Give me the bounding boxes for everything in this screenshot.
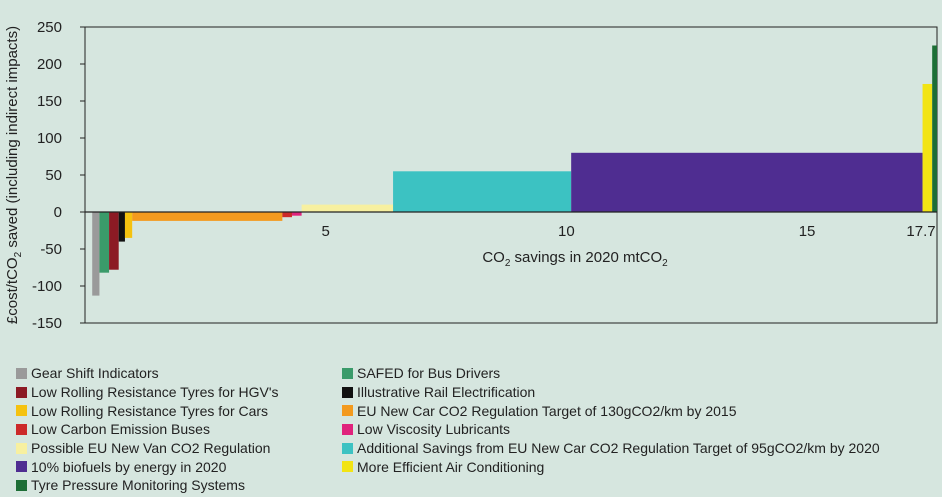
legend-label: Tyre Pressure Monitoring Systems: [31, 477, 245, 494]
legend-swatch: [342, 423, 353, 435]
x-axis-title: CO2 savings in 2020 mtCO2: [482, 249, 668, 269]
legend-label: Additional Savings from EU New Car CO2 R…: [357, 440, 880, 457]
legend-item: EU New Car CO2 Regulation Target of 130g…: [342, 401, 880, 420]
legend-label: Illustrative Rail Electrification: [357, 384, 536, 401]
y-tick-label: -150: [32, 315, 62, 332]
bar-6: [282, 212, 292, 218]
bar-2: [109, 212, 119, 270]
y-tick-label: 0: [54, 204, 62, 221]
y-tick-label: 100: [37, 130, 62, 147]
chart-legend: Gear Shift Indicators Low Rolling Resista…: [16, 364, 942, 497]
legend-swatch: [342, 442, 353, 454]
legend-item: Low Carbon Emission Buses: [16, 420, 279, 439]
legend-item: Low Rolling Resistance Tyres for HGV's: [16, 383, 279, 402]
legend-item: More Efficient Air Conditioning: [342, 457, 880, 476]
y-tick-label: 250: [37, 19, 62, 36]
bar-1: [99, 212, 110, 273]
bar-9: [393, 171, 572, 212]
legend-column-left: Gear Shift Indicators Low Rolling Resista…: [16, 364, 279, 495]
legend-label: Low Carbon Emission Buses: [31, 421, 210, 438]
x-tick-label: 10: [558, 223, 575, 240]
legend-swatch: [16, 367, 27, 379]
y-tick-label: -50: [40, 241, 62, 258]
bar-0: [92, 212, 100, 296]
legend-item: Tyre Pressure Monitoring Systems: [16, 476, 279, 495]
legend-label: 10% biofuels by energy in 2020: [31, 458, 227, 475]
legend-item: 10% biofuels by energy in 2020: [16, 457, 279, 476]
legend-label: Low Rolling Resistance Tyres for HGV's: [31, 384, 279, 401]
chart-svg: 250 200 150 100 50 0 -50 -100 -150 5 10 15 17.7 CO2…: [4, 19, 938, 332]
legend-item: Possible EU New Van CO2 Regulation: [16, 439, 279, 458]
y-tick-label: 200: [37, 56, 62, 73]
legend-swatch: [342, 367, 353, 379]
legend-swatch: [16, 405, 27, 417]
y-axis-title: £cost/tCO2 saved (including indirect imp…: [4, 26, 24, 324]
legend-item: Illustrative Rail Electrification: [342, 383, 880, 402]
legend-swatch: [16, 461, 27, 473]
bar-3: [118, 212, 125, 242]
plot-area: [84, 26, 938, 324]
legend-swatch: [342, 405, 353, 417]
legend-item: Gear Shift Indicators: [16, 364, 279, 383]
legend-swatch: [342, 386, 353, 398]
legend-swatch: [342, 461, 353, 473]
legend-label: Low Viscosity Lubricants: [357, 421, 511, 438]
bar-4: [124, 212, 133, 238]
legend-label: EU New Car CO2 Regulation Target of 130g…: [357, 402, 737, 419]
legend-label: Low Rolling Resistance Tyres for Cars: [31, 402, 269, 419]
legend-item: Additional Savings from EU New Car CO2 R…: [342, 439, 880, 458]
bar-11: [922, 83, 933, 212]
y-tick-label: 150: [37, 93, 62, 110]
legend-swatch: [16, 479, 27, 491]
x-tick-label: 15: [799, 223, 816, 240]
y-axis-ticks: 250 200 150 100 50 0 -50 -100 -150: [32, 19, 85, 332]
bar-12: [932, 45, 937, 212]
bar-10: [571, 152, 923, 212]
legend-item: Low Rolling Resistance Tyres for Cars: [16, 401, 279, 420]
bar-5: [132, 212, 283, 221]
legend-item: SAFED for Bus Drivers: [342, 364, 880, 383]
legend-label: Gear Shift Indicators: [31, 365, 159, 382]
bar-8: [301, 204, 394, 212]
y-tick-label: 50: [45, 167, 62, 184]
legend-label: More Efficient Air Conditioning: [357, 458, 545, 475]
legend-swatch: [16, 442, 27, 454]
legend-column-right: SAFED for Bus Drivers Illustrative Rail E…: [342, 364, 880, 476]
legend-label: SAFED for Bus Drivers: [357, 365, 501, 382]
legend-item: Low Viscosity Lubricants: [342, 420, 880, 439]
y-tick-label: -100: [32, 278, 62, 295]
legend-label: Possible EU New Van CO2 Regulation: [31, 440, 271, 457]
bar-7: [291, 212, 302, 216]
legend-swatch: [16, 386, 27, 398]
x-tick-label: 5: [322, 223, 330, 240]
legend-swatch: [16, 423, 27, 435]
x-axis-ticks: 5 10 15 17.7: [322, 223, 936, 240]
x-tick-label: 17.7: [906, 223, 935, 240]
